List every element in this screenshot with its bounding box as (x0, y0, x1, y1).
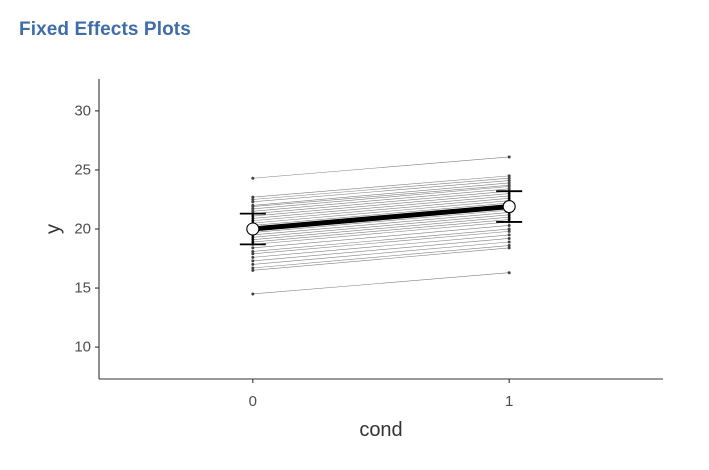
axes (98, 79, 663, 380)
random-effect-point (507, 181, 511, 185)
y-tick-label: 20 (74, 221, 91, 238)
fixed-effect-layer (239, 190, 523, 246)
random-effect-point (507, 176, 511, 180)
random-effect-line (252, 247, 510, 271)
random-effect-line (252, 195, 510, 219)
random-effect-point (251, 268, 255, 272)
random-effect-point (507, 233, 511, 237)
random-effect-point (251, 176, 255, 180)
random-effect-point (251, 205, 255, 209)
random-effect-line (252, 156, 510, 179)
fixed-effect-point (246, 222, 260, 236)
random-effect-point (251, 207, 255, 211)
random-effect-line (252, 193, 510, 217)
y-axis-ticks: 10 15 20 25 30 (74, 102, 99, 356)
random-effect-line (252, 234, 510, 258)
random-effect-line (252, 186, 510, 210)
random-effect-line (252, 238, 510, 262)
fixed-effect-point (502, 200, 516, 214)
random-effect-point (507, 184, 511, 188)
random-effect-point (507, 271, 511, 275)
fixed-effect-line (250, 204, 512, 232)
random-effect-point (507, 155, 511, 159)
random-effect-line (252, 185, 510, 207)
random-effect-point (507, 187, 511, 191)
random-effect-point (507, 246, 511, 250)
random-effect-line (252, 197, 510, 222)
random-effect-line (252, 175, 510, 198)
random-effect-line (252, 245, 510, 269)
random-effect-point (251, 292, 255, 296)
y-tick-label: 30 (74, 102, 91, 119)
random-effect-point (507, 236, 511, 240)
random-effect-point (251, 246, 255, 250)
random-effect-line (252, 219, 510, 243)
random-effect-point (251, 262, 255, 266)
random-effect-point (507, 229, 511, 233)
random-effect-point (251, 249, 255, 253)
random-effect-line (252, 212, 510, 236)
section-heading: Fixed Effects Plots (19, 19, 191, 40)
random-effect-line (252, 231, 510, 255)
random-effect-point (251, 200, 255, 204)
random-effect-point (507, 179, 511, 183)
random-effect-point (507, 174, 511, 178)
random-effect-line (252, 190, 510, 214)
random-effect-point (507, 227, 511, 231)
x-tick-label: 1 (505, 393, 513, 410)
random-effect-point (251, 197, 255, 201)
random-effect-point (507, 244, 511, 248)
x-tick-label: 0 (249, 393, 257, 410)
random-effect-line (252, 241, 510, 265)
random-effect-point (251, 255, 255, 259)
random-effect-point (251, 252, 255, 256)
random-effect-point (251, 266, 255, 270)
random-effect-point (251, 209, 255, 213)
random-effect-line (252, 188, 510, 212)
random-effect-line (252, 177, 510, 200)
y-axis-title: y (42, 224, 64, 234)
random-effect-line (252, 216, 510, 240)
random-effect-line (252, 202, 510, 226)
y-tick-label: 25 (74, 161, 91, 178)
random-effect-line (252, 225, 510, 249)
random-effect-point (507, 240, 511, 244)
random-effect-point (251, 195, 255, 199)
random-effect-line (252, 221, 510, 245)
random-effect-line (252, 182, 510, 206)
y-tick-label: 15 (74, 280, 91, 297)
random-effect-line (252, 214, 510, 238)
random-effect-point (251, 259, 255, 263)
random-effect-line (252, 209, 510, 233)
random-effect-line (252, 272, 510, 295)
random-effect-point (507, 223, 511, 227)
x-axis-title: cond (359, 419, 402, 441)
random-effect-line (252, 228, 510, 252)
random-effect-line (252, 180, 510, 203)
random-effect-line (252, 200, 510, 224)
y-tick-label: 10 (74, 339, 91, 356)
